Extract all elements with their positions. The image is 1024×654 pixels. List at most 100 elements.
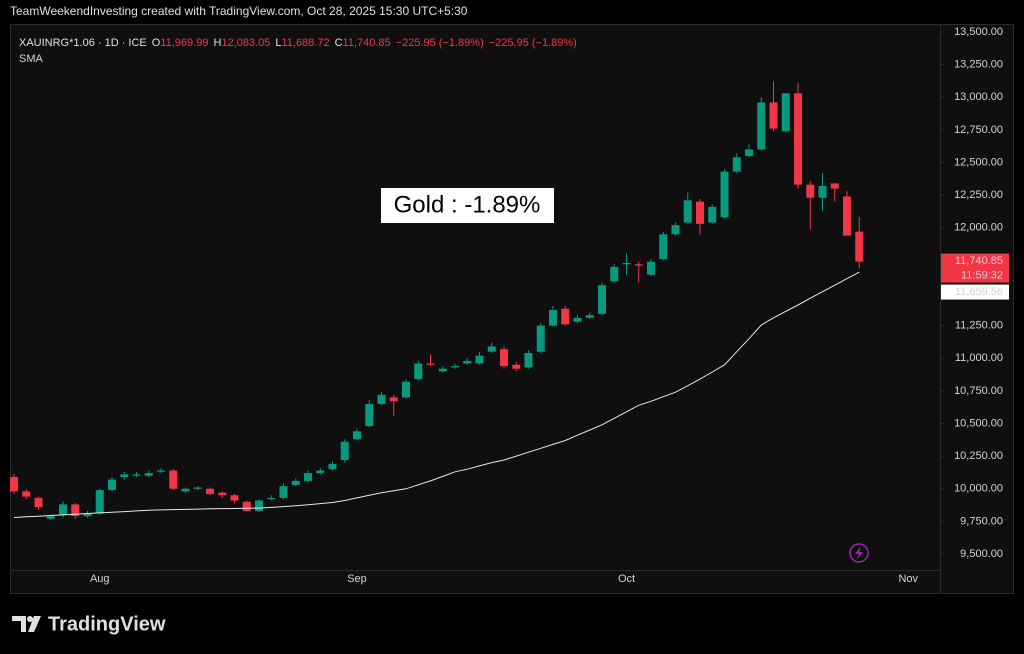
- candle-body: [402, 381, 410, 398]
- candle-body: [304, 473, 312, 481]
- candle-body: [561, 308, 570, 325]
- x-tick-label: Sep: [347, 573, 367, 585]
- candle-body: [267, 497, 276, 500]
- candle-body: [34, 497, 43, 508]
- y-tick-label: 12,250.00: [954, 189, 1003, 201]
- y-tick-label: 11,250.00: [955, 320, 1003, 332]
- annotation-box: [381, 188, 554, 223]
- candle-body: [389, 397, 398, 402]
- candle-body: [193, 487, 202, 489]
- candle-body: [732, 157, 741, 172]
- candle-body: [291, 480, 300, 485]
- y-tick-label: 10,500.00: [954, 417, 1003, 429]
- y-tick-label: 9,750.00: [960, 515, 1003, 527]
- candle-body: [500, 349, 508, 367]
- legend-text: 11,969.99: [160, 37, 208, 49]
- y-tick-label: 11,000.00: [955, 352, 1003, 364]
- candle-body: [414, 363, 423, 380]
- candle-body: [818, 185, 827, 198]
- candle-body: [438, 368, 447, 372]
- candle-body: [757, 102, 766, 150]
- legend-text: L: [275, 37, 281, 49]
- candle-body: [794, 93, 802, 185]
- candle-body: [769, 102, 778, 129]
- candle-body: [22, 491, 31, 497]
- candle-body: [708, 206, 717, 223]
- y-tick-label: 12,000.00: [954, 222, 1003, 234]
- y-tick-label: 12,750.00: [954, 124, 1003, 136]
- candle-body: [377, 394, 386, 404]
- candle-body: [475, 355, 484, 364]
- legend-text: 12,083.05: [221, 37, 270, 49]
- x-tick-label: Aug: [90, 573, 110, 585]
- candle-body: [108, 479, 116, 491]
- candle-body: [242, 501, 251, 511]
- candle-body: [365, 403, 374, 427]
- countdown: 11:59:32: [961, 269, 1003, 281]
- candle-body: [671, 225, 680, 235]
- candle-body: [696, 201, 704, 224]
- candle-body: [206, 488, 214, 494]
- x-tick-label: Oct: [618, 573, 635, 585]
- y-tick-label: 10,250.00: [954, 450, 1003, 462]
- y-tick-label: 10,750.00: [954, 385, 1003, 397]
- candle-body: [830, 183, 839, 189]
- candle-body: [451, 366, 459, 368]
- candle-body: [95, 490, 104, 514]
- y-tick-label: 13,250.00: [954, 59, 1003, 71]
- candle-body: [683, 200, 692, 223]
- candle-body: [573, 317, 582, 322]
- last-price-box: [941, 253, 1009, 283]
- candle-body: [426, 363, 435, 365]
- candle-body: [843, 196, 851, 236]
- legend-text: C: [335, 37, 343, 49]
- candle-body: [806, 184, 815, 198]
- legend-text: −225.95 (−1.89%): [396, 37, 484, 49]
- chart-title: TeamWeekendInvesting created with Tradin…: [10, 4, 468, 18]
- candle-body: [598, 285, 606, 314]
- y-tick-label: 13,500.00: [954, 26, 1003, 38]
- legend-text: XAUINRG*1.06 · 1D · ICE: [19, 37, 147, 49]
- candle-body: [316, 470, 325, 474]
- candle-body: [279, 486, 288, 498]
- chart-frame: [10, 24, 1014, 594]
- candle-body: [328, 463, 337, 470]
- candle-body: [512, 364, 521, 369]
- candle-body: [549, 309, 557, 326]
- candle-body: [46, 516, 55, 519]
- candle-body: [659, 234, 668, 260]
- candle-body: [524, 353, 533, 368]
- candle-body: [255, 500, 263, 511]
- sma-price-box: [941, 284, 1009, 300]
- candle-body: [855, 231, 864, 262]
- candle-body: [622, 262, 631, 265]
- candle-body: [353, 431, 361, 440]
- candle-body: [647, 261, 655, 275]
- alert-icon: [849, 543, 869, 563]
- candle-body: [71, 504, 80, 517]
- candle-body: [610, 266, 619, 282]
- candle-body: [181, 488, 190, 492]
- logo-text: TradingView: [48, 613, 166, 635]
- candle-body: [144, 473, 153, 476]
- last-price-label: 11,740.85: [955, 255, 1003, 267]
- annotation: Gold : -1.89%: [394, 191, 541, 218]
- sma-line: [13, 271, 860, 518]
- candle-body: [59, 504, 67, 515]
- legend: XAUINRG*1.06 · 1D · ICE O11,969.99 H12,083…: [19, 37, 577, 49]
- logo-icon: [12, 616, 41, 632]
- y-tick-label: 13,000.00: [954, 91, 1003, 103]
- candle-body: [157, 470, 165, 472]
- legend-text: 11,688.72: [281, 37, 329, 49]
- candle-body: [487, 346, 496, 352]
- candle-body: [120, 474, 129, 478]
- candle-body: [781, 93, 790, 132]
- legend-text: H: [213, 37, 221, 49]
- legend-text: 11,740.85: [343, 37, 391, 49]
- candle-body: [634, 264, 643, 266]
- sma-legend: SMA: [19, 53, 44, 65]
- y-tick-label: 10,000.00: [954, 483, 1003, 495]
- candle-body: [340, 441, 349, 461]
